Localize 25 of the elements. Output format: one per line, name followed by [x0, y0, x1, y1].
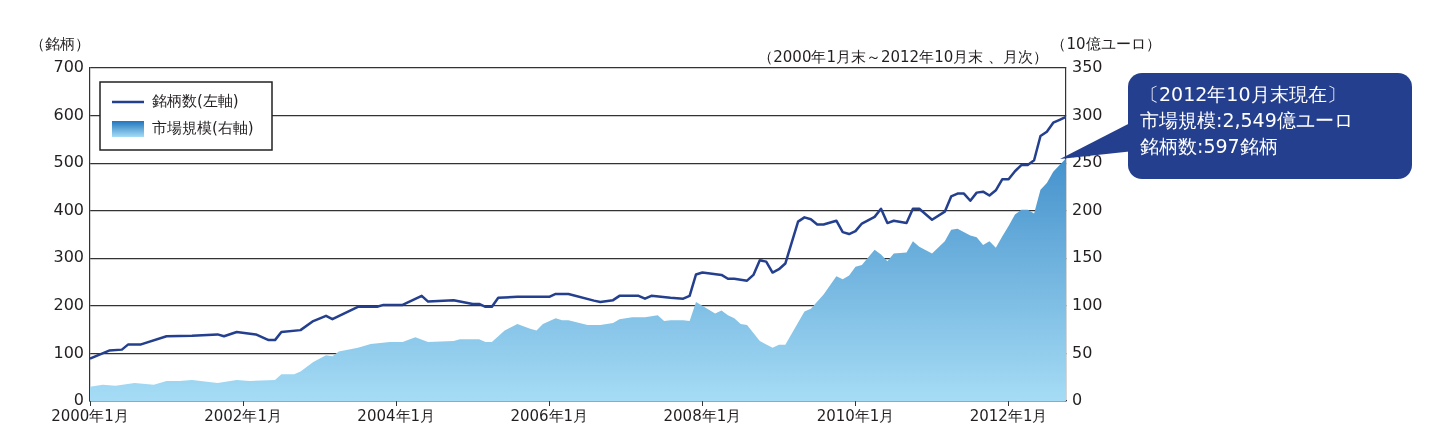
y2-tick-label: 200	[1072, 199, 1103, 219]
y-tick-label: 300	[53, 247, 84, 267]
x-tick-label: 2010年1月	[816, 406, 895, 425]
x-tick-label: 2008年1月	[663, 406, 742, 425]
y2-tick-label: 300	[1072, 104, 1103, 124]
y-tick-label: 400	[53, 199, 84, 219]
chart-subtitle: （2000年1月末～2012年10月末 、月次）	[758, 47, 1048, 66]
x-tick-label: 2004年1月	[357, 406, 436, 425]
y2-tick-label: 150	[1072, 247, 1103, 267]
y-tick-label: 600	[53, 104, 84, 124]
x-tick-label: 2002年1月	[204, 406, 282, 425]
y-tick-label: 200	[53, 295, 84, 315]
y-tick-label: 700	[53, 57, 84, 77]
y-tick-label: 100	[53, 342, 84, 362]
y2-axis-title: （10億ユーロ）	[1051, 34, 1161, 53]
y2-tick-label: 100	[1072, 295, 1103, 315]
y2-tick-label: 0	[1072, 390, 1083, 410]
x-tick-label: 2012年1月	[969, 406, 1048, 425]
y2-tick-label: 50	[1072, 342, 1093, 362]
y2-tick-label: 350	[1072, 57, 1103, 77]
y-tick-label: 500	[53, 152, 84, 172]
y-axis-title: （銘柄）	[30, 34, 90, 53]
x-tick-label: 2006年1月	[510, 406, 589, 425]
legend-label: 市場規模(右軸)	[152, 118, 254, 137]
legend-label: 銘柄数(左軸)	[152, 91, 239, 110]
